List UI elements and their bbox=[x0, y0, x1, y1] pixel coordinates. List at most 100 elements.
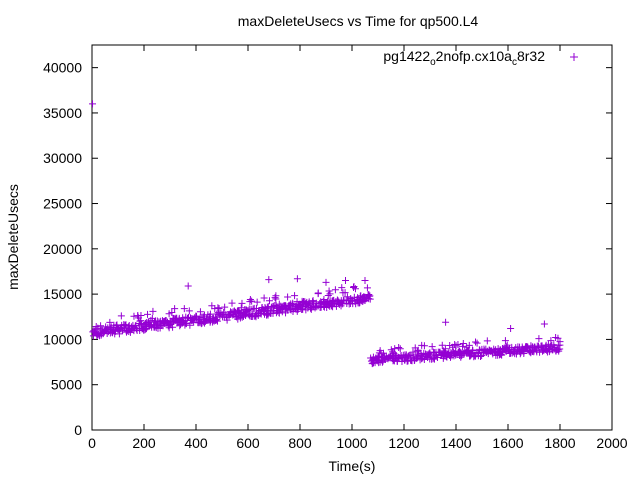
x-tick-label: 0 bbox=[88, 435, 96, 451]
data-point bbox=[361, 277, 369, 285]
data-point bbox=[396, 345, 404, 353]
data-point bbox=[272, 295, 280, 303]
y-tick-label: 0 bbox=[74, 422, 82, 438]
data-point bbox=[215, 304, 223, 312]
data-point bbox=[320, 296, 328, 304]
data-point bbox=[314, 289, 322, 297]
data-point bbox=[365, 291, 373, 299]
data-point bbox=[331, 286, 339, 294]
data-point bbox=[223, 316, 231, 324]
x-tick-label: 200 bbox=[132, 435, 156, 451]
x-tick-label: 1000 bbox=[336, 435, 367, 451]
data-point bbox=[309, 298, 317, 306]
y-tick-label: 25000 bbox=[43, 196, 82, 212]
data-point bbox=[265, 276, 273, 284]
data-points bbox=[89, 100, 564, 368]
data-point bbox=[289, 299, 297, 307]
data-point bbox=[477, 352, 485, 360]
x-tick-label: 600 bbox=[236, 435, 260, 451]
x-tick-label: 1600 bbox=[492, 435, 523, 451]
data-point bbox=[335, 301, 343, 309]
legend-text-main: pg1422 bbox=[383, 48, 430, 64]
data-point bbox=[253, 298, 261, 306]
data-point bbox=[364, 291, 372, 299]
data-point bbox=[313, 303, 321, 311]
data-point bbox=[324, 291, 332, 299]
data-point bbox=[468, 346, 476, 354]
data-point bbox=[237, 304, 245, 312]
y-tick-label: 40000 bbox=[43, 60, 82, 76]
data-point bbox=[459, 349, 467, 357]
y-tick-label: 10000 bbox=[43, 331, 82, 347]
data-point bbox=[465, 341, 473, 349]
data-point bbox=[238, 313, 246, 321]
data-point bbox=[338, 284, 346, 292]
data-point bbox=[171, 305, 179, 313]
data-point bbox=[293, 275, 301, 283]
y-tick-label: 15000 bbox=[43, 286, 82, 302]
data-point bbox=[284, 293, 292, 301]
data-point bbox=[405, 351, 413, 359]
data-point bbox=[322, 278, 330, 286]
data-point bbox=[326, 290, 334, 298]
data-point bbox=[501, 337, 509, 345]
data-point bbox=[470, 353, 478, 361]
legend-marker bbox=[570, 53, 578, 61]
data-point bbox=[185, 307, 193, 315]
data-point bbox=[186, 321, 194, 329]
data-point bbox=[342, 277, 349, 285]
data-point bbox=[97, 322, 105, 330]
data-point bbox=[182, 320, 190, 328]
data-point bbox=[169, 323, 177, 331]
data-point bbox=[149, 307, 157, 315]
data-point bbox=[483, 337, 491, 345]
data-point bbox=[180, 305, 188, 313]
y-axis-title: maxDeleteUsecs bbox=[5, 184, 21, 290]
data-point bbox=[275, 309, 283, 317]
legend-text-sub2: c bbox=[512, 57, 517, 68]
data-point bbox=[212, 316, 220, 324]
x-tick-label: 1800 bbox=[544, 435, 575, 451]
data-point bbox=[452, 342, 460, 350]
legend-text-end: 8r32 bbox=[517, 48, 545, 64]
data-point bbox=[438, 341, 446, 349]
x-tick-label: 2000 bbox=[596, 435, 627, 451]
data-point bbox=[208, 302, 216, 310]
data-point bbox=[556, 341, 564, 349]
data-point bbox=[117, 312, 125, 320]
data-point bbox=[141, 326, 149, 334]
data-point bbox=[351, 285, 359, 293]
y-axis: 0 5000 10000 15000 20000 25000 30000 35000 40000 bbox=[43, 60, 612, 438]
data-point bbox=[144, 310, 152, 318]
data-point bbox=[184, 282, 192, 290]
data-point bbox=[420, 342, 428, 350]
legend-text-sub1: o bbox=[430, 57, 436, 68]
data-point bbox=[291, 292, 299, 300]
data-point bbox=[433, 353, 441, 361]
y-tick-label: 20000 bbox=[43, 241, 82, 257]
data-point bbox=[168, 308, 176, 316]
data-point bbox=[459, 340, 467, 348]
x-tick-label: 800 bbox=[288, 435, 312, 451]
data-point bbox=[366, 292, 374, 300]
data-point bbox=[540, 320, 548, 328]
data-point bbox=[325, 287, 333, 295]
x-tick-label: 400 bbox=[184, 435, 208, 451]
data-point bbox=[446, 342, 454, 350]
legend-label: pg1422o2nofp.cx10ac8r32 bbox=[383, 48, 545, 68]
legend-text-mid: 2nofp.cx10a bbox=[436, 48, 512, 64]
legend: pg1422o2nofp.cx10ac8r32 bbox=[383, 48, 578, 68]
plot-area-frame bbox=[91, 44, 613, 431]
chart-title: maxDeleteUsecs vs Time for qp500.L4 bbox=[238, 13, 479, 29]
data-point bbox=[425, 350, 433, 358]
data-point bbox=[341, 289, 349, 297]
data-point bbox=[228, 299, 236, 307]
data-point bbox=[162, 317, 170, 325]
y-tick-label: 5000 bbox=[51, 377, 82, 393]
data-point bbox=[221, 303, 229, 311]
data-point bbox=[395, 344, 403, 352]
data-point bbox=[196, 314, 204, 322]
data-point bbox=[428, 343, 436, 351]
data-point bbox=[535, 335, 543, 343]
